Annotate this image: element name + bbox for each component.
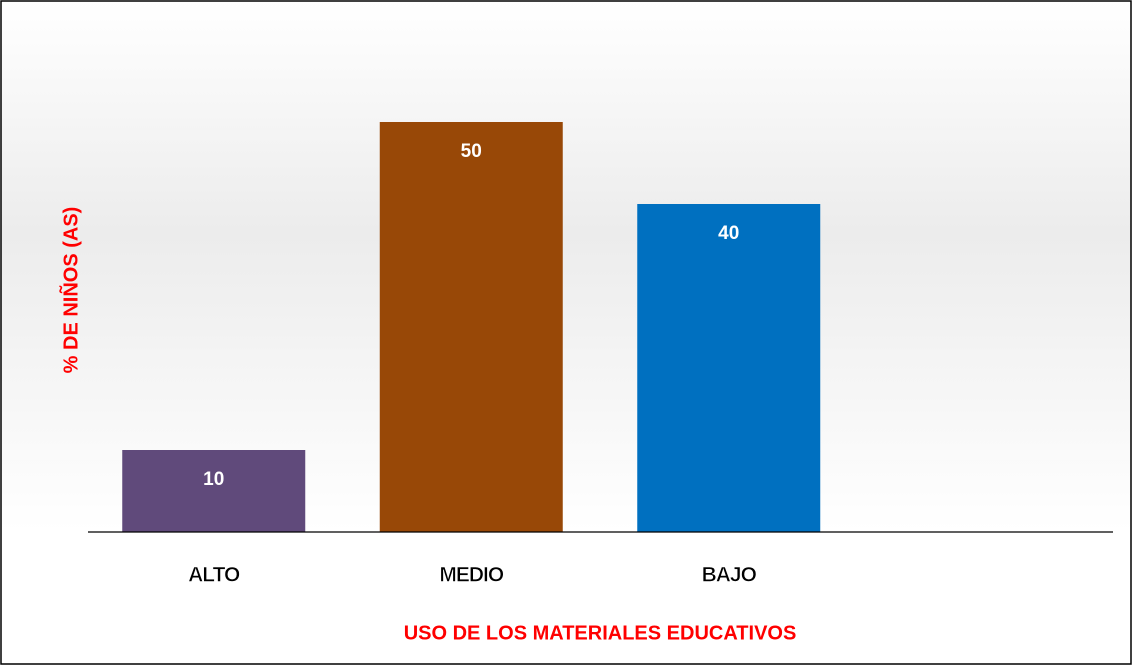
bar [637, 204, 821, 532]
x-tick-label: MEDIO [439, 564, 504, 587]
x-tick-label: BAJO [702, 564, 757, 587]
data-label: 10 [203, 469, 224, 490]
y-axis-label: % DE NIÑOS (AS) [59, 207, 82, 374]
bar [122, 450, 306, 532]
bar [379, 122, 563, 532]
x-tick-label: ALTO [188, 564, 240, 587]
data-label: 50 [461, 141, 482, 162]
x-axis-label: USO DE LOS MATERIALES EDUCATIVOS [404, 622, 797, 644]
data-label: 40 [718, 223, 739, 244]
